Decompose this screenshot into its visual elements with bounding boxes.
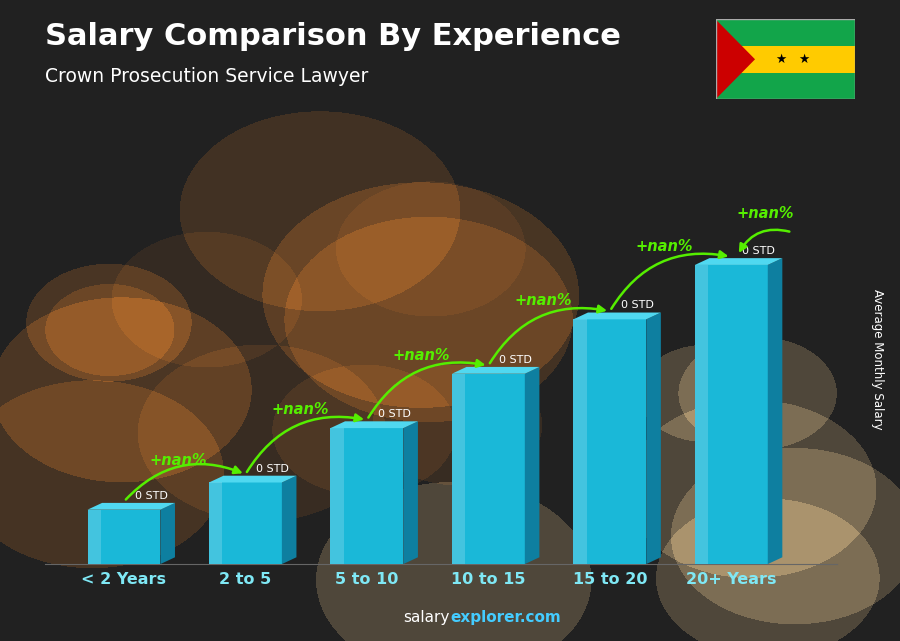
- Bar: [573, 319, 646, 564]
- Text: Salary Comparison By Experience: Salary Comparison By Experience: [45, 22, 621, 51]
- Polygon shape: [573, 313, 661, 319]
- Text: +nan%: +nan%: [392, 347, 450, 363]
- Bar: [716, 72, 855, 99]
- Polygon shape: [282, 476, 296, 564]
- Polygon shape: [403, 421, 418, 564]
- Bar: [695, 265, 768, 564]
- Text: +nan%: +nan%: [150, 453, 207, 469]
- Text: ★: ★: [775, 53, 787, 66]
- Bar: [209, 483, 222, 564]
- Polygon shape: [695, 258, 782, 265]
- Text: Average Monthly Salary: Average Monthly Salary: [871, 288, 884, 429]
- Text: 0 STD: 0 STD: [621, 301, 653, 310]
- Text: 0 STD: 0 STD: [135, 491, 167, 501]
- Text: ★: ★: [798, 53, 809, 66]
- Text: +nan%: +nan%: [635, 239, 693, 254]
- Text: salary: salary: [403, 610, 450, 625]
- Bar: [87, 510, 160, 564]
- Bar: [452, 374, 525, 564]
- Text: explorer.com: explorer.com: [450, 610, 561, 625]
- Bar: [573, 319, 587, 564]
- Polygon shape: [525, 367, 539, 564]
- Text: 0 STD: 0 STD: [500, 354, 532, 365]
- Text: 0 STD: 0 STD: [378, 409, 410, 419]
- Bar: [716, 46, 855, 72]
- Text: +nan%: +nan%: [736, 206, 794, 221]
- Text: 0 STD: 0 STD: [742, 246, 775, 256]
- Polygon shape: [209, 476, 296, 483]
- Polygon shape: [646, 313, 661, 564]
- Text: Crown Prosecution Service Lawyer: Crown Prosecution Service Lawyer: [45, 67, 368, 87]
- Bar: [209, 483, 282, 564]
- Bar: [330, 428, 403, 564]
- Polygon shape: [452, 367, 539, 374]
- Bar: [716, 19, 855, 46]
- Bar: [87, 510, 101, 564]
- Polygon shape: [716, 19, 755, 99]
- Text: +nan%: +nan%: [514, 294, 572, 308]
- Polygon shape: [87, 503, 175, 510]
- Polygon shape: [768, 258, 782, 564]
- Polygon shape: [330, 421, 418, 428]
- Text: +nan%: +nan%: [271, 402, 328, 417]
- Text: 0 STD: 0 STD: [256, 463, 289, 474]
- Bar: [452, 374, 465, 564]
- Polygon shape: [160, 503, 175, 564]
- Bar: [695, 265, 708, 564]
- Bar: [330, 428, 344, 564]
